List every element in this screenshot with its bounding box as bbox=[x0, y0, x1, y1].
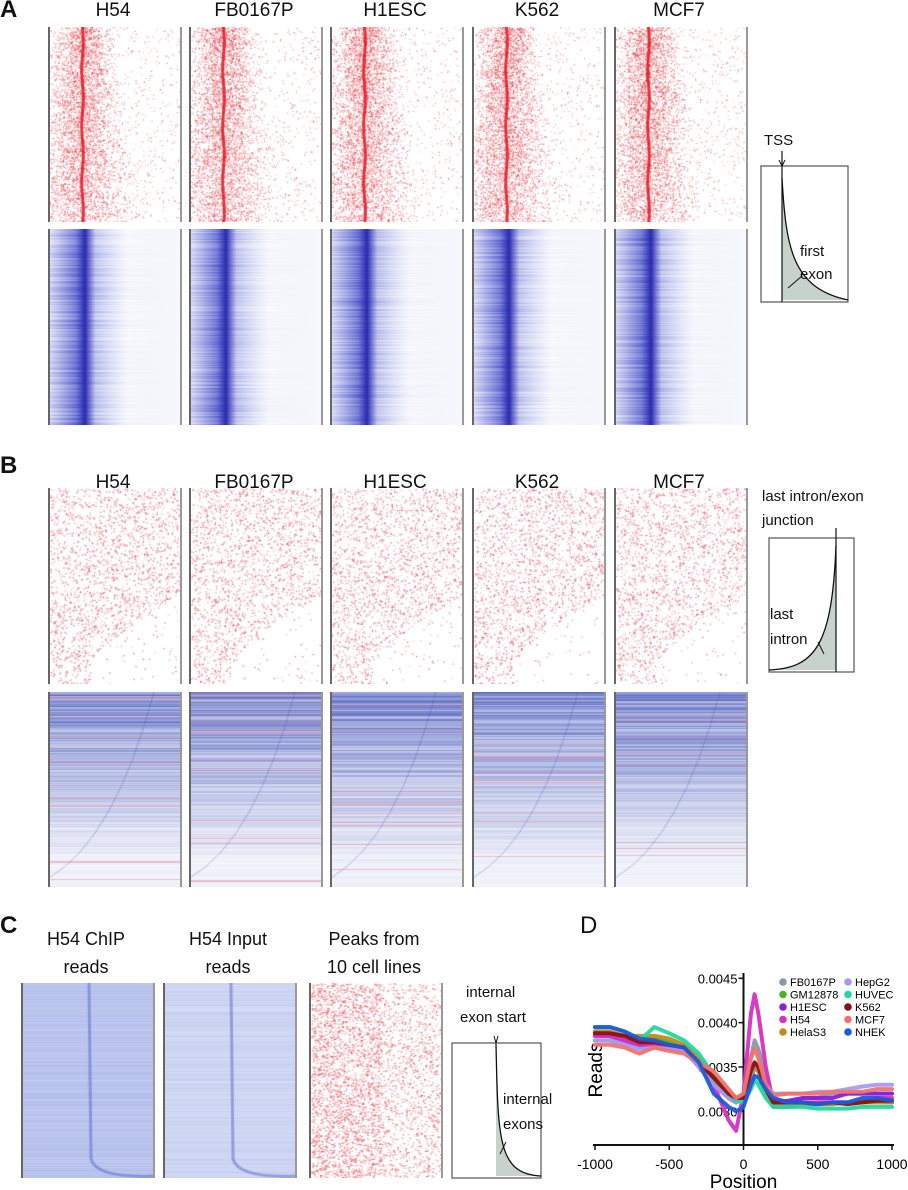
x-tick-label: -1000 bbox=[577, 1156, 613, 1172]
heatmap-input-reads bbox=[163, 983, 297, 1178]
heatmap-a-h1esc-reads bbox=[330, 27, 464, 222]
column-header-a-3: K562 bbox=[514, 0, 560, 21]
x-tick-label: 1000 bbox=[876, 1156, 907, 1172]
legend-label-gm12878: GM12878 bbox=[790, 990, 838, 1002]
chip-title-line2: reads bbox=[63, 957, 109, 977]
internal-exons-label-2: exons bbox=[503, 1116, 544, 1133]
column-header-b-1: FB0167P bbox=[214, 472, 294, 493]
chip-reads-title: H54 ChIP reads bbox=[11, 925, 161, 981]
y-axis-title: Reads bbox=[586, 1043, 607, 1098]
heatmap-b-h1esc-profile bbox=[330, 692, 464, 887]
last-intron-label-1: last bbox=[770, 606, 794, 623]
panel-b-label: B bbox=[0, 452, 18, 479]
internal-exon-profile-inset bbox=[451, 1035, 542, 1179]
tss-label: TSS bbox=[764, 132, 794, 149]
heatmap-b-h54-profile bbox=[48, 692, 182, 887]
heatmap-a-k562-profile bbox=[472, 229, 606, 425]
heatmap-chip-reads bbox=[21, 983, 155, 1178]
legend-marker-hepg2 bbox=[844, 978, 852, 986]
heatmap-a-mcf7-reads bbox=[614, 27, 748, 222]
x-tick-label: -500 bbox=[655, 1156, 683, 1172]
legend-marker-helas3 bbox=[779, 1028, 787, 1036]
last-intron-label-2: intron bbox=[770, 631, 808, 648]
heatmap-a-h1esc-profile bbox=[330, 229, 464, 425]
legend-label-k562: K562 bbox=[855, 1002, 881, 1014]
legend-label-h54: H54 bbox=[790, 1015, 810, 1027]
junction-profile-inset bbox=[768, 528, 855, 673]
peaks-title-line1: Peaks from bbox=[328, 929, 420, 949]
heatmap-b-fb0167p-reads bbox=[189, 488, 323, 684]
y-tick-label: 0.0045 bbox=[698, 971, 738, 986]
heatmap-b-fb0167p-profile bbox=[189, 692, 323, 887]
legend-label-hepg2: HepG2 bbox=[855, 977, 890, 989]
legend-marker-nhek bbox=[844, 1028, 852, 1036]
x-tick-label: 0 bbox=[740, 1156, 748, 1172]
input-reads-title: H54 Input reads bbox=[153, 925, 303, 981]
heatmap-a-fb0167p-reads bbox=[189, 27, 323, 222]
legend-marker-huvec bbox=[844, 990, 852, 999]
internal-exon-start-label-1: internal bbox=[466, 984, 516, 1001]
heatmap-b-k562-reads bbox=[472, 488, 606, 684]
series-line-mcf7 bbox=[593, 1042, 894, 1100]
heatmap-a-k562-reads bbox=[472, 27, 606, 222]
heatmap-a-mcf7-profile bbox=[614, 229, 748, 425]
heatmap-a-fb0167p-profile bbox=[189, 229, 323, 425]
panel-d-label: D bbox=[580, 912, 598, 939]
heatmap-a-h54-profile bbox=[48, 229, 182, 425]
internal-exons-label-1: internal bbox=[503, 1091, 553, 1108]
chip-title-line1: H54 ChIP bbox=[46, 929, 126, 949]
internal-exon-start-label-2: exon start bbox=[460, 1009, 526, 1026]
heatmap-peaks bbox=[309, 983, 443, 1178]
legend-marker-mcf7 bbox=[844, 1015, 852, 1024]
heatmap-a-h54-reads bbox=[48, 27, 182, 222]
heatmap-b-mcf7-reads bbox=[614, 488, 748, 684]
first-exon-label-1: first bbox=[800, 243, 825, 260]
first-exon-label-2: exon bbox=[800, 266, 833, 283]
column-header-a-0: H54 bbox=[95, 0, 131, 21]
column-header-b-4: MCF7 bbox=[653, 472, 705, 493]
input-title-line1: H54 Input bbox=[188, 929, 268, 949]
heatmap-b-k562-profile bbox=[472, 692, 606, 887]
peaks-title-line2: 10 cell lines bbox=[326, 957, 422, 977]
legend-marker-k562 bbox=[844, 1003, 852, 1011]
x-tick-label: 500 bbox=[806, 1156, 830, 1172]
legend-label-helas3: HelaS3 bbox=[790, 1027, 826, 1039]
column-header-a-4: MCF7 bbox=[653, 0, 705, 21]
legend-marker-fb0167p bbox=[779, 978, 787, 986]
y-tick-label: 0.0040 bbox=[698, 1016, 738, 1031]
legend-label-h1esc: H1ESC bbox=[790, 1002, 827, 1014]
legend-marker-h1esc bbox=[779, 1003, 787, 1011]
peaks-title: Peaks from 10 cell lines bbox=[299, 925, 449, 981]
column-header-b-2: H1ESC bbox=[363, 472, 427, 493]
legend-marker-gm12878 bbox=[779, 990, 787, 999]
legend-label-mcf7: MCF7 bbox=[855, 1015, 885, 1027]
tss-profile-inset bbox=[760, 151, 849, 303]
panel-c-label: C bbox=[0, 912, 18, 939]
legend-label-nhek: NHEK bbox=[855, 1027, 886, 1039]
legend-marker-h54 bbox=[779, 1015, 787, 1024]
heatmap-b-h1esc-reads bbox=[330, 488, 464, 684]
junction-label-2: junction bbox=[762, 512, 814, 529]
heatmap-b-h54-reads bbox=[48, 488, 182, 684]
column-header-a-2: H1ESC bbox=[363, 0, 427, 21]
series-line-nhek bbox=[593, 1025, 894, 1114]
x-axis-title: Position bbox=[710, 1172, 778, 1190]
heatmap-b-mcf7-profile bbox=[614, 692, 748, 887]
junction-label-1: last intron/exon bbox=[762, 488, 864, 505]
panel-a-label: A bbox=[0, 0, 18, 23]
column-header-a-1: FB0167P bbox=[214, 0, 294, 21]
column-header-b-0: H54 bbox=[95, 472, 131, 493]
input-title-line2: reads bbox=[205, 957, 251, 977]
column-header-b-3: K562 bbox=[514, 472, 560, 493]
legend-label-fb0167p: FB0167P bbox=[790, 977, 836, 989]
legend-label-huvec: HUVEC bbox=[855, 990, 894, 1002]
